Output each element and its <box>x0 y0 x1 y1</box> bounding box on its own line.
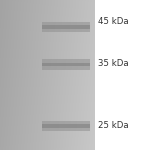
Text: 45 kDa: 45 kDa <box>98 17 128 26</box>
Bar <box>42 63 90 66</box>
Text: 25 kDa: 25 kDa <box>98 121 128 130</box>
Bar <box>42 25 90 29</box>
Bar <box>42 59 90 70</box>
Bar <box>42 22 90 32</box>
Bar <box>42 124 90 128</box>
Bar <box>42 121 90 131</box>
Text: 35 kDa: 35 kDa <box>98 59 128 68</box>
